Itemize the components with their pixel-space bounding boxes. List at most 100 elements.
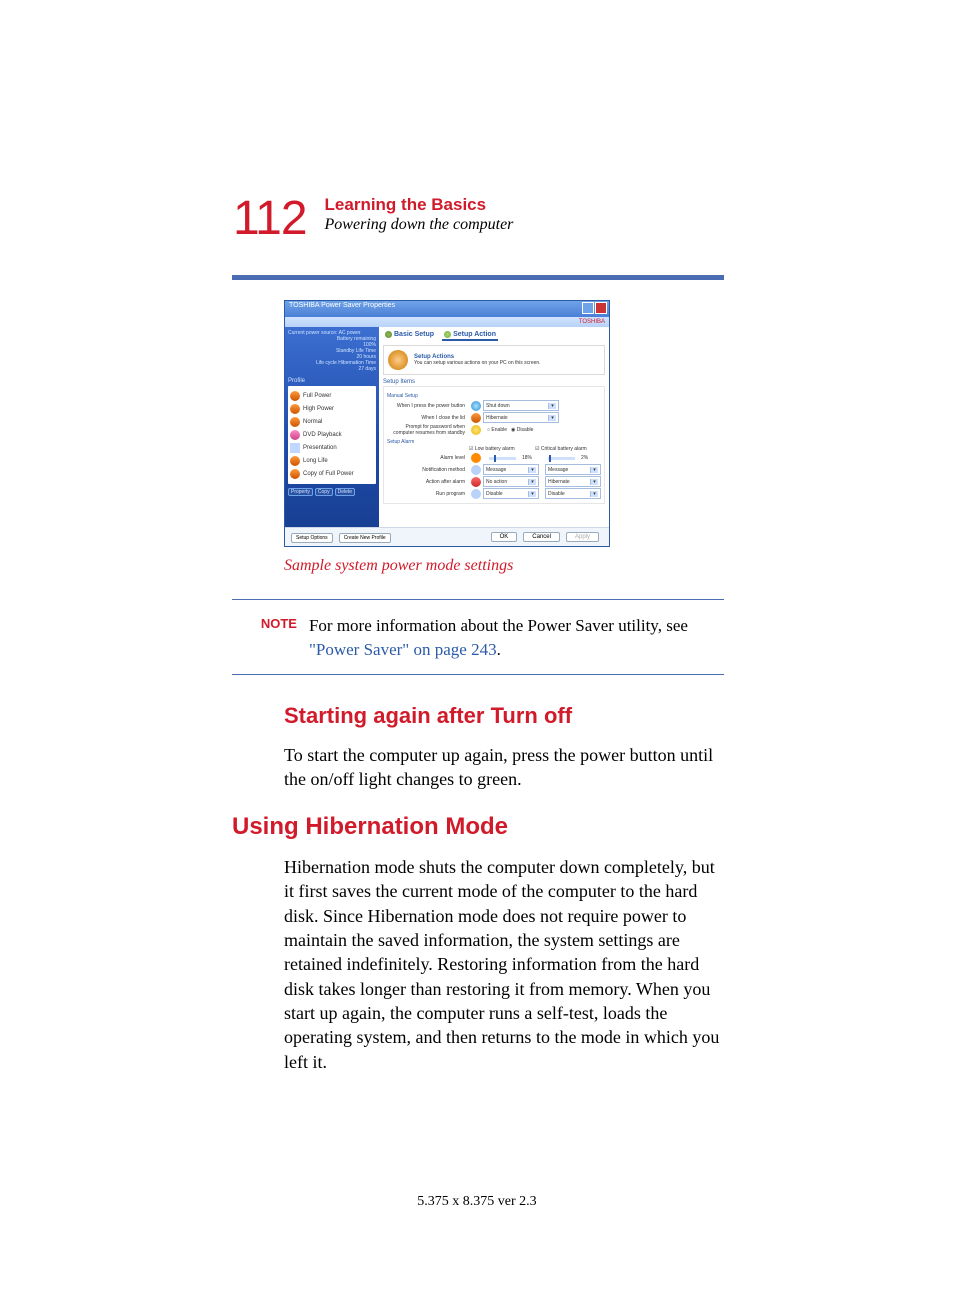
note-suffix: . bbox=[497, 640, 501, 659]
profile-label: High Power bbox=[303, 406, 334, 412]
profile-icon bbox=[290, 430, 300, 440]
alarm-check-row: ☑ Low battery alarm ☑ Critical battery a… bbox=[387, 446, 601, 452]
setup-tabs: Basic Setup Setup Action bbox=[383, 331, 605, 341]
body-starting-again: To start the computer up again, press th… bbox=[284, 743, 724, 792]
power-saver-dialog: TOSHIBA Power Saver Properties TOSHIBA C… bbox=[284, 300, 610, 547]
profile-item[interactable]: Normal bbox=[290, 417, 374, 427]
dropdown[interactable]: Disable ▾ bbox=[545, 488, 601, 499]
section-subtitle: Powering down the computer bbox=[325, 215, 514, 236]
profile-item[interactable]: Long Life bbox=[290, 456, 374, 466]
profile-tab[interactable]: Delete bbox=[335, 488, 355, 496]
note-row: NOTE For more information about the Powe… bbox=[232, 600, 724, 674]
apply-button[interactable]: Apply bbox=[566, 532, 599, 542]
chevron-down-icon: ▾ bbox=[590, 479, 598, 485]
slider-handle[interactable] bbox=[494, 455, 496, 462]
dropdown[interactable]: Shut down ▾ bbox=[483, 400, 559, 411]
cancel-button[interactable]: Cancel bbox=[523, 532, 560, 542]
chevron-down-icon: ▾ bbox=[528, 467, 536, 473]
dropdown-value: Disable bbox=[486, 491, 503, 497]
lid-icon bbox=[471, 413, 481, 423]
run-icon bbox=[471, 489, 481, 499]
profile-icon bbox=[290, 391, 300, 401]
profile-icon bbox=[290, 443, 300, 453]
dropdown-value: No action bbox=[486, 479, 507, 485]
profile-icon bbox=[290, 469, 300, 479]
profile-tab[interactable]: Property bbox=[288, 488, 313, 496]
checkbox[interactable]: ☑ Critical battery alarm bbox=[535, 446, 601, 452]
profile-tabs: Property Copy Delete bbox=[288, 488, 376, 496]
page-header: 112 Learning the Basics Powering down th… bbox=[0, 195, 954, 255]
profile-item[interactable]: Presentation bbox=[290, 443, 374, 453]
manual-setup-label: Manual Setup bbox=[387, 393, 601, 399]
alarm-row: Action after alarm No action ▾ Hibernate ▾ bbox=[387, 476, 601, 487]
tab-setup-action[interactable]: Setup Action bbox=[442, 331, 498, 341]
status-line: 27 days bbox=[288, 366, 376, 372]
close-button[interactable] bbox=[595, 302, 607, 314]
dropdown[interactable]: Hibernate ▾ bbox=[483, 412, 559, 423]
profile-tab[interactable]: Copy bbox=[315, 488, 333, 496]
value: 18% bbox=[522, 455, 542, 461]
setup-items-panel: Manual Setup When I press the power butt… bbox=[383, 386, 605, 504]
dialog-title: TOSHIBA Power Saver Properties bbox=[289, 302, 395, 309]
help-button[interactable] bbox=[582, 302, 594, 314]
brand-strip: TOSHIBA bbox=[285, 317, 609, 327]
slider-handle[interactable] bbox=[549, 455, 551, 462]
banner-text: Setup Actions You can setup various acti… bbox=[414, 354, 541, 366]
chevron-down-icon: ▾ bbox=[528, 491, 536, 497]
gear-icon bbox=[444, 331, 451, 338]
header-text-block: Learning the Basics Powering down the co… bbox=[325, 195, 514, 236]
setup-options-button[interactable]: Setup Options bbox=[291, 533, 333, 543]
chevron-down-icon: ▾ bbox=[590, 491, 598, 497]
slider[interactable] bbox=[548, 457, 575, 460]
tab-basic-setup[interactable]: Basic Setup bbox=[383, 331, 436, 341]
power-icon bbox=[471, 401, 481, 411]
radio-option[interactable]: ○ Enable bbox=[487, 427, 507, 433]
profile-icon bbox=[290, 456, 300, 466]
chevron-down-icon: ▾ bbox=[548, 415, 556, 421]
tab-label: Basic Setup bbox=[394, 331, 434, 338]
chevron-down-icon: ▾ bbox=[528, 479, 536, 485]
row-label: Action after alarm bbox=[387, 479, 469, 485]
create-new-profile-button[interactable]: Create New Profile bbox=[339, 533, 391, 543]
setup-row: When I press the power button Shut down▾ bbox=[387, 400, 601, 411]
note-block: NOTE For more information about the Powe… bbox=[232, 599, 724, 675]
ok-button[interactable]: OK bbox=[491, 532, 518, 542]
left-panel: Current power source: AC power Battery r… bbox=[285, 327, 379, 530]
dropdown[interactable]: Hibernate ▾ bbox=[545, 476, 601, 487]
profile-icon bbox=[290, 417, 300, 427]
setup-alarm-label: Setup Alarm bbox=[387, 439, 601, 445]
profile-item[interactable]: Copy of Full Power bbox=[290, 469, 374, 479]
dropdown-value: Disable bbox=[548, 491, 565, 497]
dropdown-value: Hibernate bbox=[486, 415, 508, 421]
profile-icon bbox=[290, 404, 300, 414]
key-icon bbox=[471, 425, 481, 435]
profile-item[interactable]: Full Power bbox=[290, 391, 374, 401]
dialog-titlebar: TOSHIBA Power Saver Properties bbox=[285, 301, 609, 317]
page-number: 112 bbox=[233, 195, 307, 243]
chapter-title: Learning the Basics bbox=[325, 195, 514, 215]
note-link[interactable]: "Power Saver" on page 243 bbox=[309, 640, 497, 659]
right-panel: Basic Setup Setup Action Setup Actions Y… bbox=[379, 327, 609, 530]
dropdown[interactable]: Message ▾ bbox=[483, 464, 539, 475]
radio-label: Enable bbox=[491, 427, 507, 433]
chevron-down-icon: ▾ bbox=[548, 403, 556, 409]
dropdown-value: Message bbox=[486, 467, 506, 473]
setup-row: When I close the lid Hibernate▾ bbox=[387, 412, 601, 423]
profile-item[interactable]: DVD Playback bbox=[290, 430, 374, 440]
slider[interactable] bbox=[489, 457, 516, 460]
header-divider bbox=[232, 275, 724, 280]
checkbox[interactable]: ☑ Low battery alarm bbox=[469, 446, 535, 452]
dropdown-value: Hibernate bbox=[548, 479, 570, 485]
dropdown[interactable]: Message▾ bbox=[545, 464, 601, 475]
profiles-list: Full Power High Power Normal DVD Playbac… bbox=[288, 386, 376, 484]
note-divider-bottom bbox=[232, 674, 724, 675]
dropdown[interactable]: Disable ▾ bbox=[483, 488, 539, 499]
radio-label: Disable bbox=[517, 427, 534, 433]
dropdown[interactable]: No action ▾ bbox=[483, 476, 539, 487]
dropdown-value: Shut down bbox=[486, 403, 510, 409]
page-footer: 5.375 x 8.375 ver 2.3 bbox=[0, 1194, 954, 1210]
profile-item[interactable]: High Power bbox=[290, 404, 374, 414]
radio-option[interactable]: ◉ Disable bbox=[511, 427, 533, 433]
profile-label: Long Life bbox=[303, 458, 328, 464]
value: 2% bbox=[581, 455, 601, 461]
